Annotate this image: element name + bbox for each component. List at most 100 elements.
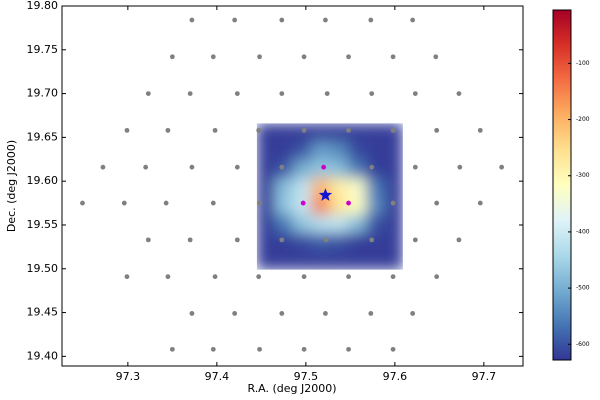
point	[390, 54, 396, 60]
heatmap-cell	[347, 123, 367, 142]
heatmap-cell	[256, 141, 276, 161]
heatmap-cell	[384, 177, 403, 197]
heatmap-cell	[329, 232, 349, 252]
colorbar-tick-label: -100	[576, 60, 590, 67]
heatmap	[256, 123, 403, 270]
heatmap-cell	[366, 196, 385, 216]
y-tick-label: 19.55	[27, 218, 59, 231]
point	[187, 237, 193, 243]
heatmap-cell	[329, 159, 349, 179]
heatmap-cell	[274, 214, 294, 234]
point	[165, 274, 171, 280]
point	[100, 164, 106, 170]
heatmap-cell	[311, 123, 331, 142]
heatmap-cell	[256, 123, 276, 142]
point	[189, 164, 195, 170]
point	[390, 127, 396, 133]
heatmap-cell	[347, 232, 367, 252]
point	[390, 200, 396, 206]
heatmap-cell	[293, 141, 312, 161]
y-tick-label: 19.50	[27, 262, 59, 275]
point	[121, 200, 127, 206]
colorbar-tick-label: -600	[576, 341, 590, 348]
point	[456, 91, 462, 96]
heatmap-cell	[366, 214, 385, 234]
y-tick-label: 19.70	[27, 87, 59, 100]
point	[390, 274, 396, 280]
heatmap-cell	[329, 251, 349, 270]
heatmap-cell	[366, 251, 385, 270]
point	[369, 91, 375, 96]
axes-frame	[61, 5, 524, 367]
heatmap-cell	[329, 123, 349, 142]
point	[412, 164, 418, 170]
point	[412, 91, 418, 96]
heatmap-cell	[366, 159, 385, 179]
heatmap-cell	[293, 251, 312, 270]
point	[279, 311, 285, 316]
heatmap-cell	[256, 251, 276, 270]
x-tick-label: 97.7	[472, 370, 497, 383]
heatmap-cell	[311, 159, 331, 179]
point	[410, 311, 416, 316]
point	[477, 200, 483, 206]
point	[323, 17, 328, 23]
heatmap-cell	[366, 232, 385, 252]
point	[256, 127, 262, 133]
heatmap-cell	[311, 214, 331, 234]
point	[279, 164, 285, 170]
heatmap-cell	[274, 177, 294, 197]
heatmap-cell	[311, 141, 331, 161]
point	[257, 346, 262, 352]
heatmap-cell	[347, 159, 367, 179]
point	[257, 54, 262, 60]
point	[346, 200, 351, 206]
point	[232, 17, 238, 23]
star-point	[318, 188, 333, 201]
point	[321, 164, 327, 170]
point	[300, 200, 306, 206]
y-tick-label: 19.45	[27, 306, 59, 319]
heatmap-cell	[293, 177, 312, 197]
point	[143, 164, 149, 170]
heatmap-cell	[293, 196, 312, 216]
point	[124, 274, 130, 280]
point	[210, 346, 216, 352]
heatmap-cell	[256, 159, 276, 179]
point	[410, 17, 416, 23]
y-tick-label: 19.60	[27, 174, 59, 187]
heatmap-cell	[274, 232, 294, 252]
heatmap-cell	[347, 251, 367, 270]
heatmap-cell	[384, 196, 403, 216]
point	[434, 200, 440, 206]
heatmap-cell	[256, 214, 276, 234]
y-tick-label: 19.40	[27, 349, 59, 362]
heatmap-cell	[329, 177, 349, 197]
point	[301, 346, 307, 352]
heatmap-cell	[347, 196, 367, 216]
heatmap-cell	[293, 123, 312, 142]
heatmap-cell	[384, 141, 403, 161]
heatmap-cell	[274, 196, 294, 216]
point	[456, 237, 462, 243]
point	[279, 91, 285, 96]
point	[346, 274, 351, 280]
colorbar-tick-label: -300	[576, 172, 590, 179]
point	[368, 17, 374, 23]
point	[212, 127, 218, 133]
y-tick-label: 19.75	[27, 43, 59, 56]
point	[165, 127, 171, 133]
point	[434, 127, 440, 133]
point	[234, 237, 240, 243]
colorbar	[552, 9, 572, 361]
heatmap-cell	[347, 214, 367, 234]
point	[369, 164, 375, 170]
heatmap-cell	[274, 123, 294, 142]
point	[433, 54, 439, 60]
point	[323, 237, 329, 243]
x-tick-label: 97.3	[116, 370, 141, 383]
heatmap-cell	[366, 123, 385, 142]
x-tick-label: 97.5	[294, 370, 319, 383]
heatmap-cell	[311, 232, 331, 252]
point	[145, 91, 151, 96]
